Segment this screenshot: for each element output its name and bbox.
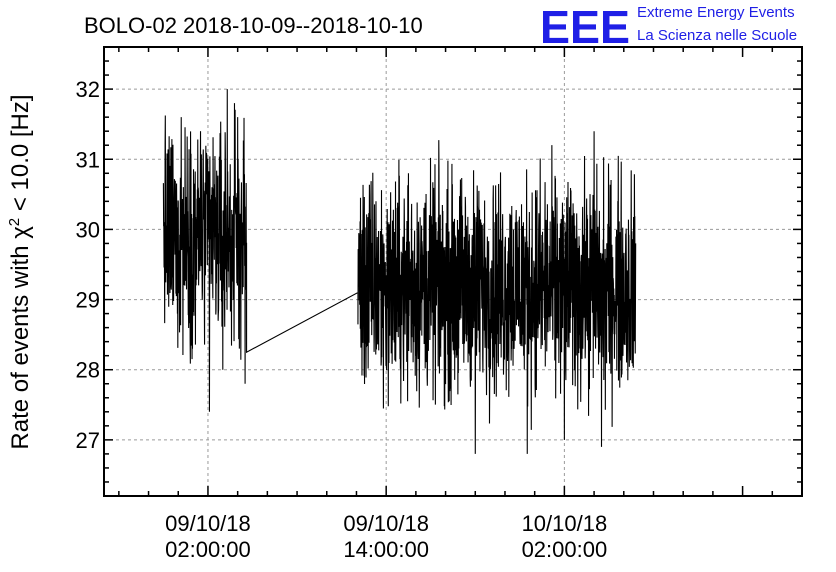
y-tick-label: 27	[76, 428, 100, 453]
y-tick-label: 28	[76, 358, 100, 383]
y-tick-label: 32	[76, 77, 100, 102]
brand-line-2: La Scienza nelle Scuole	[637, 27, 797, 44]
eee-logo: EEE	[540, 1, 630, 53]
x-tick-label-time: 02:00:00	[522, 537, 608, 562]
y-tick-label: 29	[76, 288, 100, 313]
x-tick-label-date: 10/10/18	[522, 511, 608, 536]
data-series	[162, 89, 637, 454]
axis-ticks	[104, 46, 802, 497]
y-tick-labels: 27 28 29 30 31 32	[76, 77, 100, 453]
x-tick-labels: 09/10/1802:00:0009/10/1814:00:0010/10/18…	[165, 511, 607, 562]
y-tick-label: 30	[76, 217, 100, 242]
y-tick-label: 31	[76, 147, 100, 172]
y-axis-title-suffix: < 10.0 [Hz]	[7, 94, 34, 217]
x-tick-label-time: 02:00:00	[165, 537, 251, 562]
brand-line-1: Extreme Energy Events	[637, 4, 795, 21]
y-axis-title-prefix: Rate of events with χ	[7, 226, 34, 450]
chart-title: BOLO-02 2018-10-09--2018-10-10	[84, 13, 423, 38]
rate-line	[162, 89, 637, 454]
y-axis-title: Rate of events with χ2 < 10.0 [Hz]	[6, 94, 34, 449]
x-tick-label-date: 09/10/18	[343, 511, 429, 536]
x-tick-label-time: 14:00:00	[343, 537, 429, 562]
y-axis-title-sup: 2	[6, 218, 23, 226]
x-tick-label-date: 09/10/18	[165, 511, 251, 536]
